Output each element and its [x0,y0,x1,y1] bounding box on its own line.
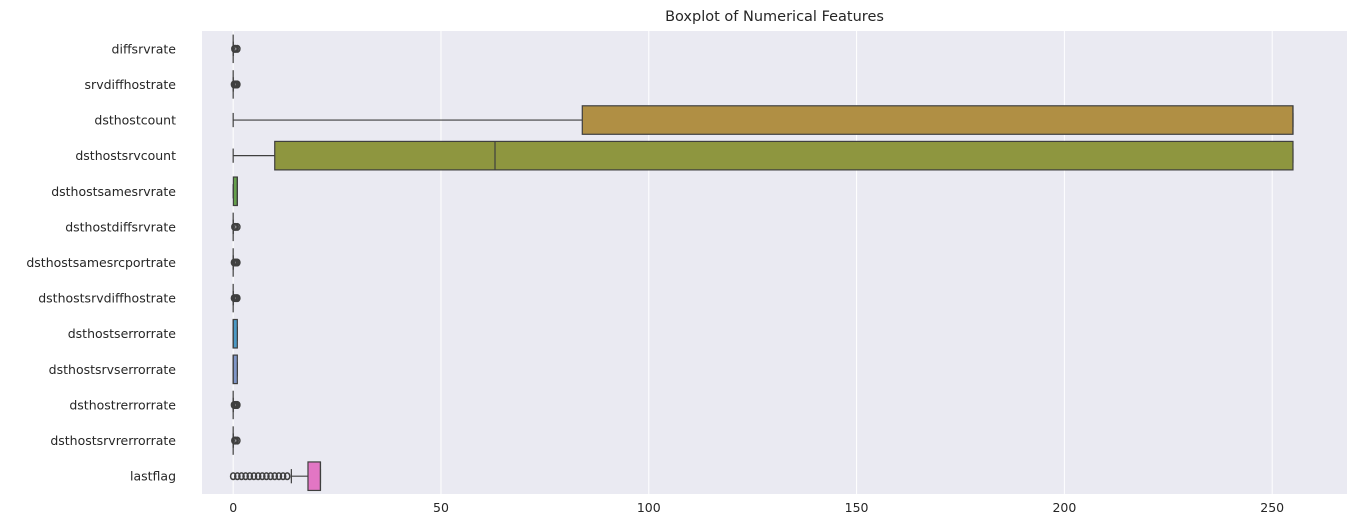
outlier-point [279,472,287,481]
outlier-point [229,472,237,481]
outlier-point [233,436,241,445]
boxes-layer [229,34,1294,492]
outlier-point [233,44,241,53]
outlier-point [233,472,241,481]
outlier-point [233,294,241,303]
outlier-point [267,472,274,481]
x-tick-label: 250 [1260,500,1284,515]
y-tick-label: dsthostsrvserrorrate [49,362,177,377]
outlier-point [233,222,241,231]
y-tick-label: dsthostdiffsrvrate [65,219,176,234]
outlier-point [250,472,258,481]
outlier-point [233,80,241,89]
box [232,318,238,349]
outlier-point [242,472,249,481]
plot-area [202,31,1347,494]
x-tick-label: 0 [229,500,237,515]
y-tick-label: lastflag [130,469,176,484]
box [232,354,238,385]
y-tick-label: srvdiffhostrate [85,77,177,92]
x-tick-label: 50 [433,500,449,515]
y-tick-label: diffsrvrate [112,41,177,56]
y-tick-label: dsthostserrorrate [68,326,177,341]
y-tick-label: dsthostsamesrcportrate [26,255,176,270]
outlier-point [271,472,279,481]
outlier-point [263,472,270,481]
box [307,461,322,492]
y-tick-labels: diffsrvrate srvdiffhostrate dsthostcount ds… [26,41,176,483]
x-tick-label: 150 [845,500,869,515]
outlier-point [233,400,241,410]
x-tick-label: 100 [637,500,661,515]
y-tick-label: dsthostrerrorrate [69,397,176,412]
box [581,105,1294,135]
y-tick-label: dsthostsrvcount [75,148,176,163]
outlier-point [238,472,245,481]
y-tick-label: dsthostsamesrvrate [51,184,176,199]
chart-title: Boxplot of Numerical Features [665,9,884,25]
box [274,140,1294,171]
y-tick-label: dsthostcount [94,113,176,128]
outlier-point [275,472,283,481]
x-tick-labels: 0 50 100 150 200 250 [229,500,1284,515]
outlier-point [283,472,291,481]
outlier-point [254,472,262,481]
outlier-point [258,472,266,481]
outlier-point [233,258,241,267]
x-tick-label: 200 [1052,500,1076,515]
y-tick-label: dsthostsrvrerrorrate [50,433,176,448]
outlier-point [246,472,254,481]
y-tick-label: dsthostsrvdiffhostrate [38,291,176,306]
